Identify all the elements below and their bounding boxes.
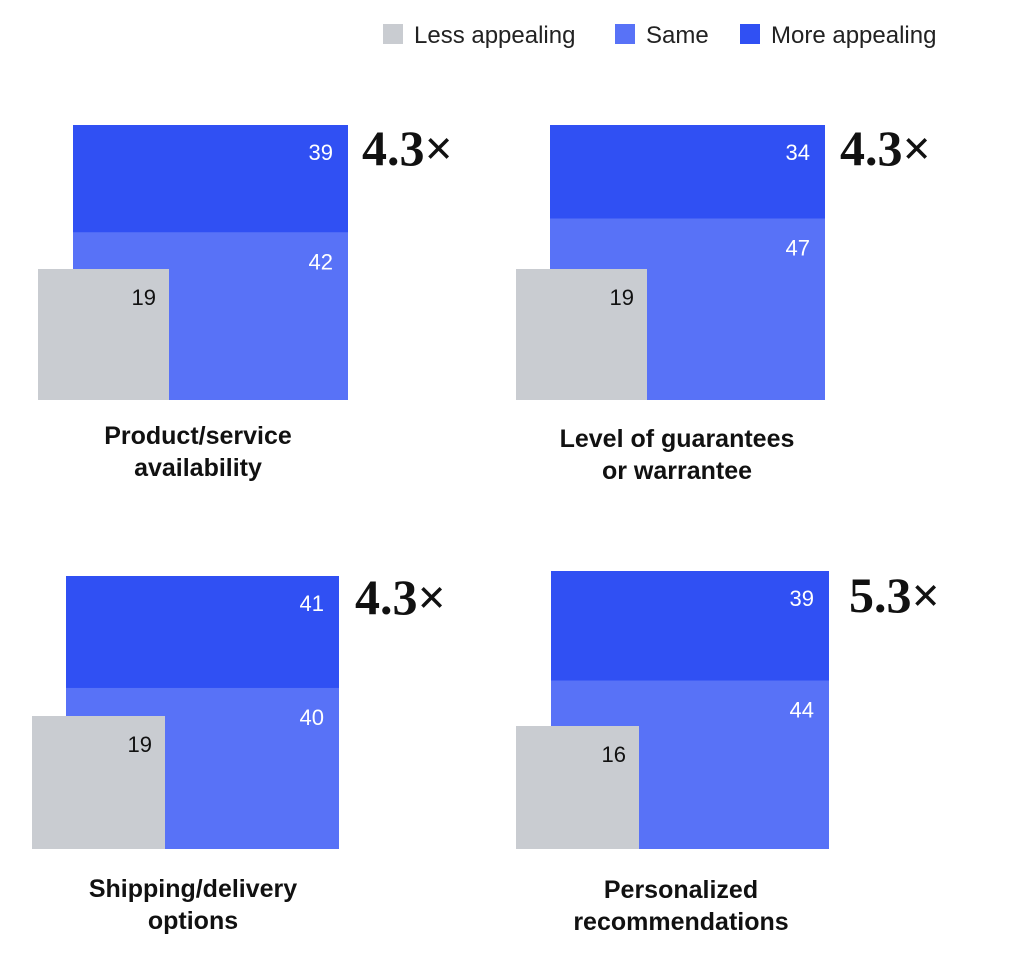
category-label-line-2: or warrantee	[602, 457, 752, 485]
panel-level-of-guarantees: 34 47 19 4.3× Level of guarantees or warrante…	[516, 120, 931, 485]
panel-product-service-availability: 39 42 19 4.3× Product/service availability	[38, 120, 453, 482]
same-value: 40	[300, 705, 324, 730]
panel-personalized-recommendations: 39 44 16 5.3× Personalized recommendations	[516, 567, 940, 936]
less-appealing-block	[32, 716, 165, 849]
less-appealing-value: 19	[610, 285, 634, 310]
legend-more-appealing-swatch	[740, 24, 760, 44]
more-appealing-value: 34	[786, 140, 810, 165]
more-appealing-value: 39	[309, 140, 333, 165]
more-appealing-block	[550, 125, 825, 219]
legend-less-appealing-swatch	[383, 24, 403, 44]
legend: Less appealing Same More appealing	[383, 22, 936, 49]
less-appealing-block	[516, 269, 647, 400]
less-appealing-block	[38, 269, 169, 400]
less-appealing-block	[516, 726, 639, 849]
more-appealing-block	[73, 125, 348, 233]
category-label-line-1: Level of guarantees	[560, 425, 795, 453]
more-appealing-value: 41	[300, 591, 324, 616]
category-label-line-2: availability	[134, 454, 262, 482]
same-value: 44	[790, 698, 814, 723]
panel-shipping-delivery-options: 41 40 19 4.3× Shipping/delivery options	[32, 569, 446, 935]
more-appealing-value: 39	[790, 586, 814, 611]
multiplier-label: 4.3×	[355, 569, 446, 625]
same-value: 47	[786, 236, 810, 261]
category-label-line-1: Product/service	[104, 422, 292, 450]
more-appealing-block	[551, 571, 829, 681]
category-label-line-2: recommendations	[573, 908, 788, 936]
multiplier-label: 4.3×	[362, 120, 453, 176]
less-appealing-value: 19	[128, 732, 152, 757]
multiplier-label: 4.3×	[840, 120, 931, 176]
less-appealing-value: 19	[132, 285, 156, 310]
legend-more-appealing-label: More appealing	[771, 22, 936, 49]
legend-same-label: Same	[646, 22, 709, 49]
category-label-line-2: options	[148, 907, 238, 935]
more-appealing-block	[66, 576, 339, 688]
multiplier-label: 5.3×	[849, 567, 940, 623]
legend-less-appealing-label: Less appealing	[414, 22, 575, 49]
same-value: 42	[309, 249, 333, 274]
category-label-line-1: Shipping/delivery	[89, 875, 297, 903]
category-label-line-1: Personalized	[604, 876, 758, 904]
legend-same-swatch	[615, 24, 635, 44]
less-appealing-value: 16	[602, 742, 626, 767]
